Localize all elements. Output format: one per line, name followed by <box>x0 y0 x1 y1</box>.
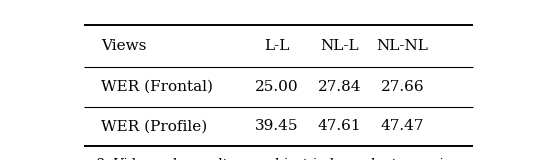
Text: e 2: Video-only results on subject-independent experima: e 2: Video-only results on subject-indep… <box>84 158 464 160</box>
Text: 25.00: 25.00 <box>255 80 299 94</box>
Text: Views: Views <box>101 39 146 53</box>
Text: WER (Frontal): WER (Frontal) <box>101 80 213 94</box>
Text: 39.45: 39.45 <box>255 119 299 133</box>
Text: 27.84: 27.84 <box>318 80 361 94</box>
Text: 27.66: 27.66 <box>381 80 424 94</box>
Text: NL-NL: NL-NL <box>376 39 428 53</box>
Text: WER (Profile): WER (Profile) <box>101 119 207 133</box>
Text: 47.61: 47.61 <box>318 119 361 133</box>
Text: NL-L: NL-L <box>320 39 359 53</box>
Text: L-L: L-L <box>264 39 289 53</box>
Text: 47.47: 47.47 <box>381 119 424 133</box>
